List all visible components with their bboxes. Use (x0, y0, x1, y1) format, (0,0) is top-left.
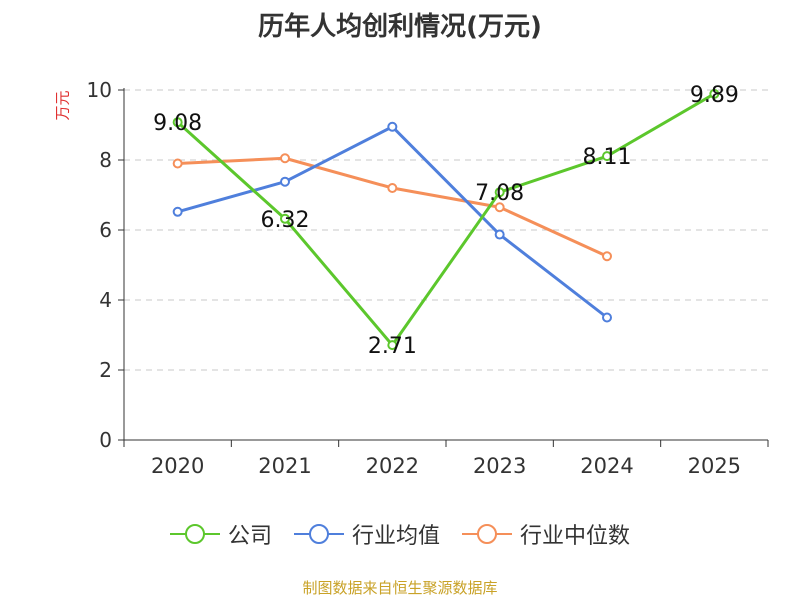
data-point (602, 251, 612, 262)
data-point (172, 158, 183, 169)
legend-label: 行业均值 (351, 524, 440, 549)
legend: 公司 行业均值 行业中位数 (0, 518, 800, 550)
data-point (280, 176, 290, 187)
y-tick-label: 2 (99, 358, 112, 382)
series-line (176, 92, 716, 347)
chart-title: 历年人均创利情况(万元) (258, 12, 542, 42)
x-tick-label: 2024 (580, 454, 633, 478)
data-label: 8.11 (583, 145, 632, 170)
series-line (177, 156, 608, 258)
x-tick-label: 2021 (258, 454, 311, 478)
data-point (494, 187, 505, 198)
data-label: 6.32 (261, 208, 310, 233)
legend-item-industry-mean[interactable]: 行业均值 (293, 518, 440, 550)
x-tick-label: 2023 (473, 454, 526, 478)
data-point (387, 183, 398, 193)
data-label: 7.08 (475, 181, 524, 206)
y-tick-label: 8 (99, 148, 112, 172)
x-tick-label: 2025 (688, 454, 741, 478)
data-label: 2.71 (368, 334, 417, 359)
data-point (172, 117, 183, 128)
legend-label: 行业中位数 (520, 524, 631, 549)
y-tick-label: 0 (99, 428, 112, 452)
x-tick-label: 2020 (151, 454, 204, 478)
data-source-note: 制图数据来自恒生聚源数据库 (302, 579, 498, 597)
data-label: 9.89 (690, 83, 739, 108)
data-point (280, 213, 290, 224)
data-point (280, 153, 290, 164)
data-point (602, 312, 612, 323)
y-tick-label: 4 (99, 288, 112, 312)
data-label: 9.08 (153, 111, 202, 136)
data-point (494, 229, 505, 240)
data-point (709, 88, 720, 99)
legend-label: 公司 (227, 524, 272, 549)
data-point (387, 340, 398, 351)
y-tick-label: 6 (99, 218, 112, 242)
y-tick-label: 10 (87, 78, 112, 102)
legend-item-industry-median[interactable]: 行业中位数 (462, 518, 630, 550)
legend-item-company[interactable]: 公司 (169, 518, 272, 550)
series-line (177, 125, 608, 319)
legend-marker-icon (293, 522, 344, 546)
data-point (602, 151, 612, 162)
data-point (172, 206, 183, 217)
data-point (387, 121, 398, 132)
x-tick-label: 2022 (366, 454, 419, 478)
legend-marker-icon (169, 522, 220, 546)
legend-marker-icon (462, 522, 512, 546)
data-point (494, 202, 505, 213)
